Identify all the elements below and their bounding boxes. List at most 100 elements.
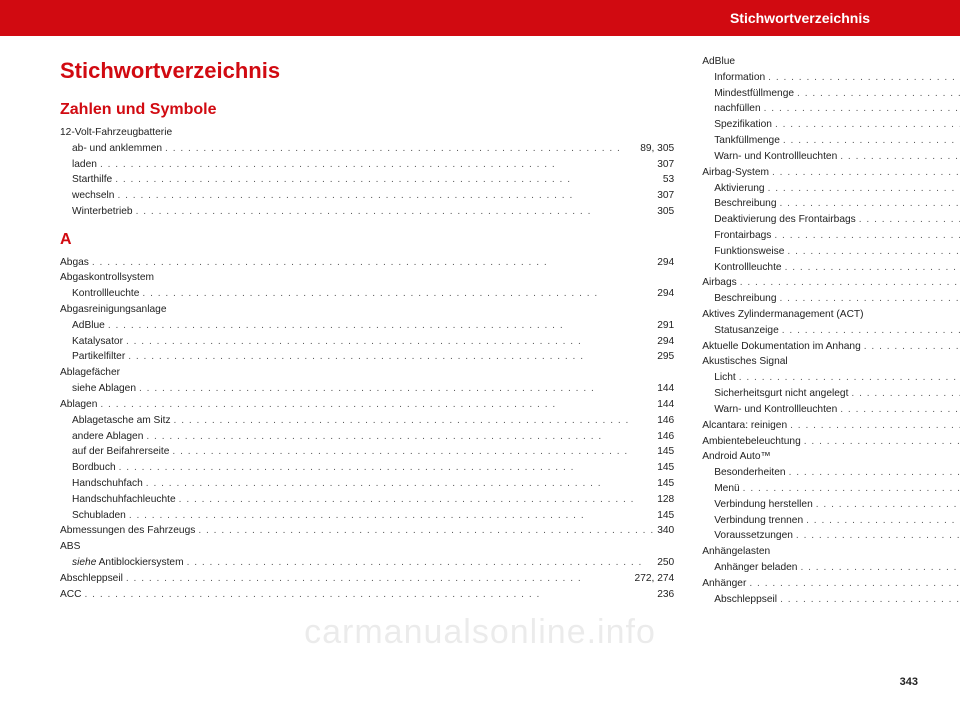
index-entry: Beschreibung24 xyxy=(702,291,960,307)
index-entry: Voraussetzungen174 xyxy=(702,528,960,544)
index-entry: Airbag-System24 xyxy=(702,165,960,181)
entry-label: Spezifikation xyxy=(714,117,772,133)
group-title: Akustisches Signal xyxy=(702,354,960,370)
index-entry: Kontrollleuchte26 xyxy=(702,260,960,276)
entry-label: Starthilfe xyxy=(72,172,112,188)
leader-dots xyxy=(800,560,960,576)
leader-dots xyxy=(146,429,654,445)
leader-dots xyxy=(806,513,960,529)
entry-label: siehe Ablagen xyxy=(72,381,136,397)
index-entry: Sicherheitsgurt nicht angelegt17 xyxy=(702,386,960,402)
leader-dots xyxy=(165,141,637,157)
index-entry: Verbindung trennen174 xyxy=(702,513,960,529)
entry-label: ACC xyxy=(60,587,82,603)
index-entry: Mindestfüllmenge291 xyxy=(702,86,960,102)
index-entry: laden307 xyxy=(60,157,674,173)
leader-dots xyxy=(128,349,654,365)
entry-label: ab- und anklemmen xyxy=(72,141,162,157)
entry-label: Warn- und Kontrollleuchten xyxy=(714,402,837,418)
leader-dots xyxy=(804,434,960,450)
entry-label: Sicherheitsgurt nicht angelegt xyxy=(714,386,848,402)
entry-page: 272, 274 xyxy=(635,571,675,587)
index-entry: Deaktivierung des Frontairbags28 xyxy=(702,212,960,228)
leader-dots xyxy=(117,188,654,204)
group-title: Ablagefächer xyxy=(60,365,674,381)
index-entry: Abmessungen des Fahrzeugs340 xyxy=(60,523,674,539)
entry-label: Airbags xyxy=(702,275,737,291)
entry-label: Besonderheiten xyxy=(714,465,785,481)
leader-dots xyxy=(136,204,655,220)
leader-dots xyxy=(174,413,655,429)
entry-page: 144 xyxy=(657,381,674,397)
header-title: Stichwortverzeichnis xyxy=(730,10,870,26)
entry-label: Winterbetrieb xyxy=(72,204,133,220)
index-entry: ab- und anklemmen89, 305 xyxy=(60,141,674,157)
index-entry: Menü174 xyxy=(702,481,960,497)
index-entry: Ambientebeleuchtung128 xyxy=(702,434,960,450)
leader-dots xyxy=(787,244,960,260)
index-entry: Tankfüllmenge291 xyxy=(702,133,960,149)
index-entry: Aktuelle Dokumentation im Anhang155 xyxy=(702,339,960,355)
entry-label: Katalysator xyxy=(72,334,123,350)
entry-label: Ablagen xyxy=(60,397,97,413)
entry-page: 145 xyxy=(657,444,674,460)
index-entry: Spezifikation292 xyxy=(702,117,960,133)
index-entry: AdBlue291 xyxy=(60,318,674,334)
entry-label: AdBlue xyxy=(72,318,105,334)
entry-label: Airbag-System xyxy=(702,165,769,181)
index-entry: Abgas294 xyxy=(60,255,674,271)
entry-label: laden xyxy=(72,157,97,173)
entry-label: auf der Beifahrerseite xyxy=(72,444,169,460)
entry-label: Kontrollleuchte xyxy=(714,260,781,276)
index-entry: Frontairbags26 xyxy=(702,228,960,244)
leader-dots xyxy=(129,508,654,524)
leader-dots xyxy=(768,181,960,197)
index-entry: Winterbetrieb305 xyxy=(60,204,674,220)
index-entry: Airbags24 xyxy=(702,275,960,291)
leader-dots xyxy=(739,370,960,386)
main-title: Stichwortverzeichnis xyxy=(60,54,674,88)
index-entry: Starthilfe 53 xyxy=(60,172,674,188)
index-entry: Licht121 xyxy=(702,370,960,386)
group-title: Anhängelasten xyxy=(702,544,960,560)
index-entry: Funktionsweise25 xyxy=(702,244,960,260)
leader-dots xyxy=(100,157,654,173)
group-title: Abgasreinigungsanlage xyxy=(60,302,674,318)
leader-dots xyxy=(115,172,660,188)
letter-a: A xyxy=(60,228,674,253)
leader-dots xyxy=(864,339,960,355)
entry-page: 236 xyxy=(657,587,674,603)
index-entry: Anhänger270, 278 xyxy=(702,576,960,592)
section-zahlen: Zahlen und Symbole xyxy=(60,98,674,123)
entry-page: 53 xyxy=(663,172,674,188)
leader-dots xyxy=(740,275,960,291)
index-content: Stichwortverzeichnis Zahlen und Symbole … xyxy=(0,36,960,607)
leader-dots xyxy=(790,418,960,434)
index-entry: Information291 xyxy=(702,70,960,86)
leader-dots xyxy=(774,228,960,244)
index-entry: Handschuhfachleuchte128 xyxy=(60,492,674,508)
entry-label: Licht xyxy=(714,370,736,386)
entry-page: 307 xyxy=(657,188,674,204)
entry-page: 145 xyxy=(657,508,674,524)
group-title: Android Auto™ xyxy=(702,449,960,465)
leader-dots xyxy=(789,465,960,481)
leader-dots xyxy=(797,86,960,102)
entry-page: 145 xyxy=(657,476,674,492)
entry-page: 294 xyxy=(657,286,674,302)
leader-dots xyxy=(100,397,654,413)
leader-dots xyxy=(119,460,655,476)
entry-label: Schubladen xyxy=(72,508,126,524)
entry-label: nachfüllen xyxy=(714,101,760,117)
entry-label: Abgas xyxy=(60,255,89,271)
entry-page: 146 xyxy=(657,413,674,429)
entry-page: 295 xyxy=(657,349,674,365)
entry-label: Information xyxy=(714,70,765,86)
leader-dots xyxy=(749,576,960,592)
leader-dots xyxy=(840,402,960,418)
leader-dots xyxy=(840,149,960,165)
leader-dots xyxy=(782,323,960,339)
entry-label: siehe Antiblockiersystem xyxy=(72,555,184,571)
leader-dots xyxy=(764,101,960,117)
leader-dots xyxy=(780,291,960,307)
